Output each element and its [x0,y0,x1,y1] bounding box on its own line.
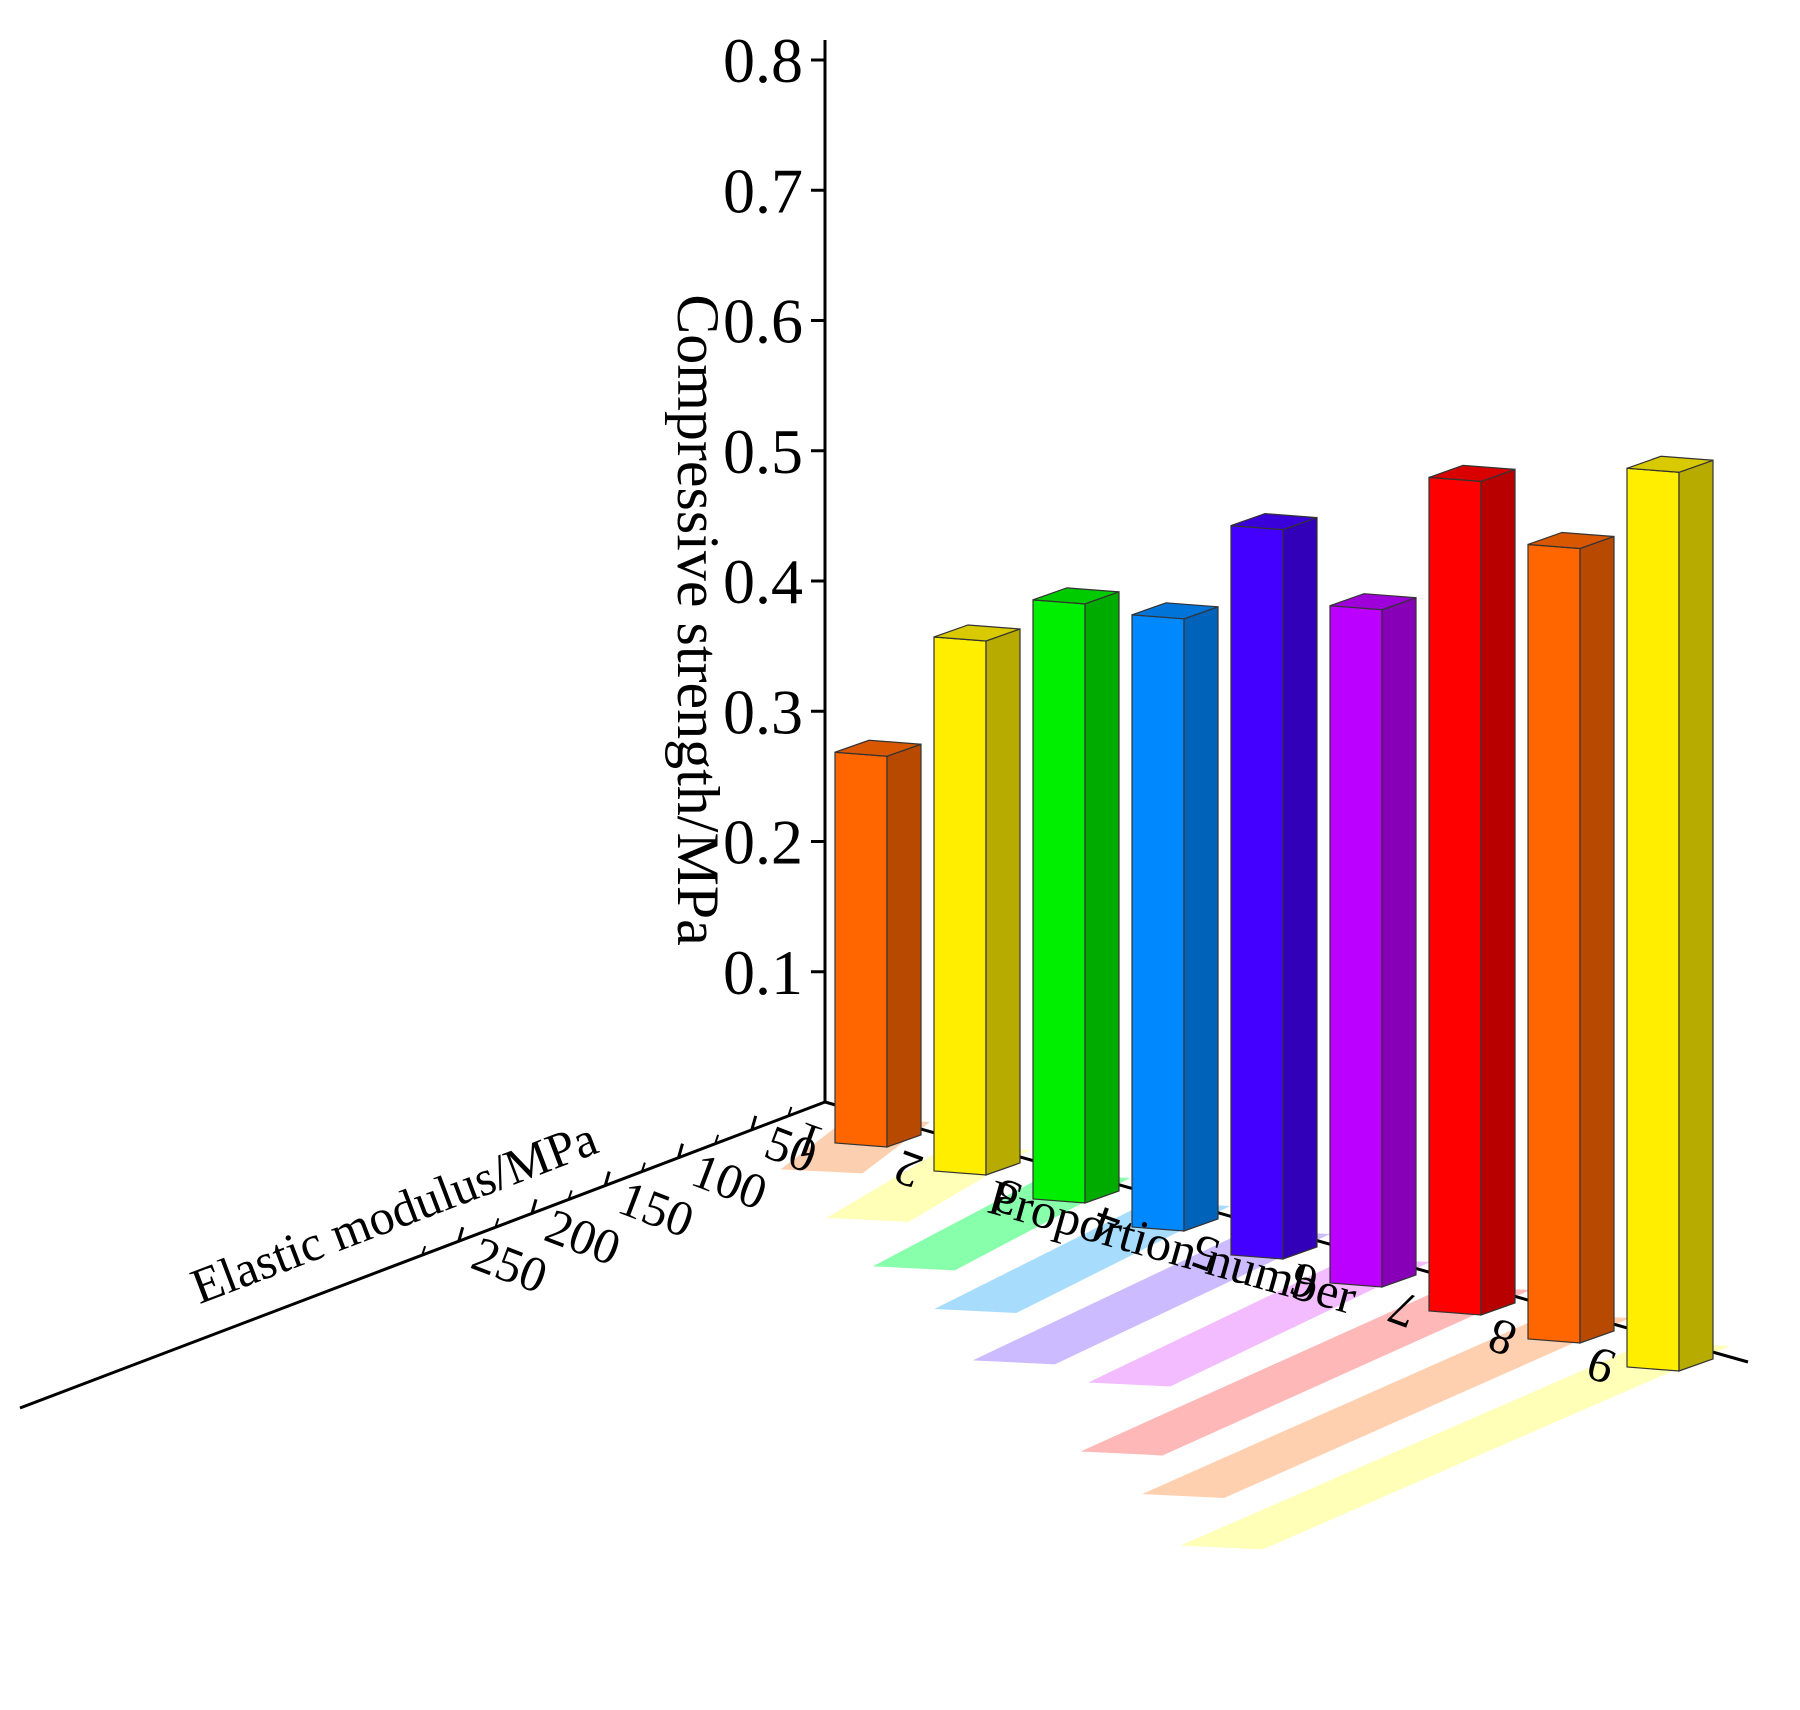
bar-front-face [1032,599,1086,1204]
y-tick-mark [677,1143,684,1159]
modulus-band [1180,1342,1730,1550]
z-tick-label: 0.5 [723,416,803,487]
y-tick-label: 250 [465,1225,555,1304]
y-minor-tick [421,1245,427,1256]
z-tick-label: 0.3 [723,676,803,747]
y-tick-label: 200 [538,1197,628,1276]
bar [1329,593,1417,1288]
y-tick-label: 150 [611,1169,701,1248]
bar-front-face [834,751,888,1148]
z-tick-label: 0.6 [723,286,803,357]
bar-side-face [1282,516,1318,1260]
bar [1626,455,1714,1372]
bar-top-face [1527,531,1615,550]
bar-side-face [1084,591,1120,1204]
y-tick-label: 100 [685,1142,775,1221]
bar-front-face [1329,605,1383,1288]
z-axis-ticks: 0.1 0.2 0.3 0.4 0.5 0.6 0.7 0.8 [723,25,825,1008]
y-tick-mark [750,1115,758,1131]
bar-top-face [1131,602,1219,620]
bar-front-face [1626,467,1680,1372]
bar [1131,602,1219,1232]
z-tick-label: 0.1 [723,937,803,1008]
bars [834,455,1714,1372]
bar-front-face [933,636,987,1176]
modulus-band [1088,1258,1430,1387]
y-minor-tick [494,1218,500,1228]
bar-side-face [1678,459,1714,1372]
bar-top-face [933,624,1021,642]
y-tick-mark [603,1171,611,1186]
bar [834,739,922,1148]
modulus-band [934,1202,1230,1313]
bar-front-face [1131,614,1185,1232]
bar-side-face [985,628,1021,1176]
z-axis-title: Compressive strength/MPa [665,294,731,946]
bar-side-face [1381,596,1417,1288]
y-minor-tick [787,1106,793,1117]
y-tick-mark [530,1198,538,1214]
elastic-modulus-bands [780,1118,1730,1550]
bar [933,624,1021,1176]
modulus-band [1142,1314,1630,1499]
bar [1032,587,1120,1204]
bar-side-face [1579,535,1615,1344]
z-tick-label: 0.2 [723,807,803,878]
modulus-band [972,1230,1330,1365]
y-minor-tick [640,1162,646,1172]
bar-top-face [834,739,922,757]
bar-side-face [1183,605,1219,1232]
bar-side-face [1480,468,1516,1316]
bar-front-face [1230,524,1284,1260]
bar-top-face [1626,455,1714,473]
bar-front-face [1428,476,1482,1316]
bar-top-face [1032,587,1120,605]
z-tick-label: 0.7 [723,155,803,226]
z-tick-label: 0.8 [723,25,803,96]
z-tick-label: 0.4 [723,546,803,617]
bar-top-face [1230,512,1318,531]
bar-side-face [886,743,922,1148]
y-minor-tick [714,1134,720,1145]
bar [1428,464,1516,1316]
bar-front-face [1527,543,1581,1344]
bar [1230,512,1318,1260]
bar-top-face [1428,464,1516,483]
bar-top-face [1329,593,1417,611]
y-tick-mark [457,1226,465,1242]
y-minor-tick [567,1190,573,1200]
modulus-band [1080,1286,1530,1456]
bar [1527,531,1615,1344]
